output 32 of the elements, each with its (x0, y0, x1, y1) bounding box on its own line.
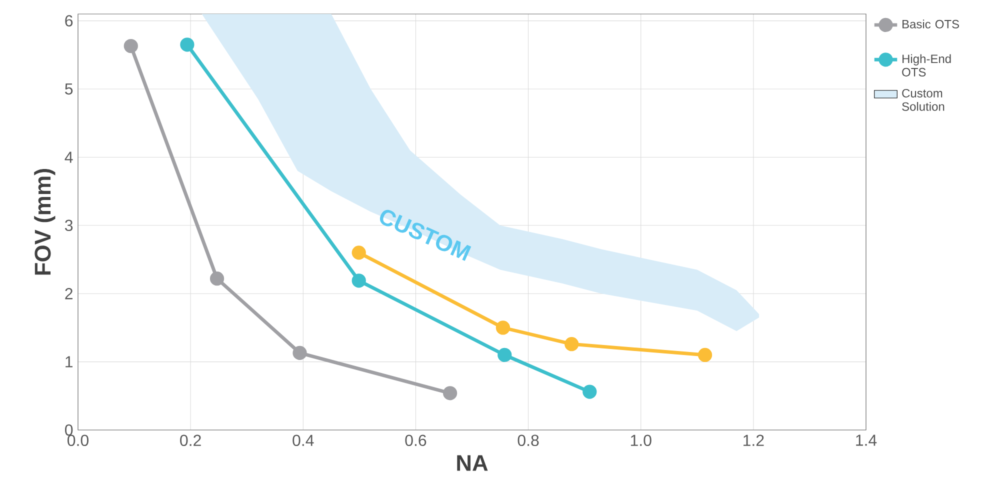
legend-label: High-End OTS (902, 54, 951, 76)
x-tick-label: 1.4 (856, 434, 877, 446)
y-tick-label: 5 (65, 83, 73, 95)
y-tick-label: 2 (65, 288, 72, 300)
y-tick-label: 0 (65, 424, 73, 436)
point (210, 272, 224, 286)
y-axis-title: FOV (mm) (34, 168, 56, 275)
y-tick-label: 6 (65, 15, 73, 26)
legend-label: Custom Solution (902, 88, 944, 111)
x-tick-label: 1.2 (744, 434, 764, 446)
x-tick-label: 0.4 (292, 434, 314, 446)
point (498, 348, 512, 362)
point (582, 384, 597, 399)
x-tick-label: 0.6 (405, 434, 426, 446)
point (442, 386, 458, 400)
x-axis-title: NA (457, 455, 488, 471)
y-tick-label: 3 (64, 220, 73, 232)
point (698, 348, 712, 362)
x-tick-label: 0.2 (180, 434, 201, 446)
point (496, 320, 510, 335)
legend-label: Basic OTS (902, 20, 960, 28)
point (352, 274, 366, 288)
x-tick-label: 0.8 (518, 434, 539, 446)
point (124, 38, 138, 54)
point (352, 246, 366, 260)
point (292, 346, 307, 360)
x-tick-label: 1.0 (630, 434, 652, 446)
y-tick-label: 1 (66, 356, 73, 368)
point (180, 38, 194, 52)
point (564, 337, 579, 352)
x-tick-label: 0.0 (68, 434, 89, 446)
y-tick-label: 4 (64, 152, 73, 163)
